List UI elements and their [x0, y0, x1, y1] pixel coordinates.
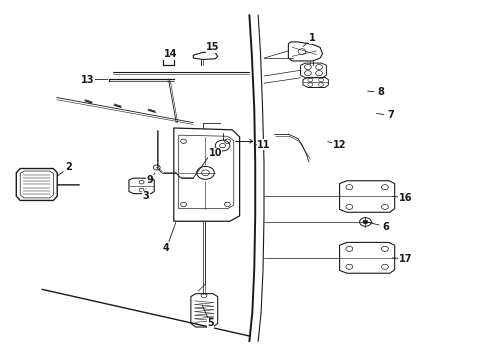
Text: 8: 8	[377, 87, 384, 97]
Text: 10: 10	[208, 148, 222, 158]
Text: 6: 6	[382, 222, 388, 231]
Text: 4: 4	[163, 243, 169, 253]
Text: 7: 7	[386, 111, 393, 121]
Text: 14: 14	[163, 49, 177, 59]
Text: 5: 5	[206, 319, 213, 328]
Text: 9: 9	[146, 175, 152, 185]
Text: 3: 3	[142, 191, 149, 201]
Circle shape	[362, 220, 367, 224]
Text: 17: 17	[398, 254, 411, 264]
Text: 15: 15	[205, 42, 219, 52]
Text: 2: 2	[65, 162, 72, 172]
Text: 1: 1	[309, 33, 316, 43]
Text: 13: 13	[81, 75, 94, 85]
Text: 11: 11	[257, 140, 270, 150]
Text: 12: 12	[332, 140, 346, 150]
Text: 16: 16	[398, 193, 411, 203]
